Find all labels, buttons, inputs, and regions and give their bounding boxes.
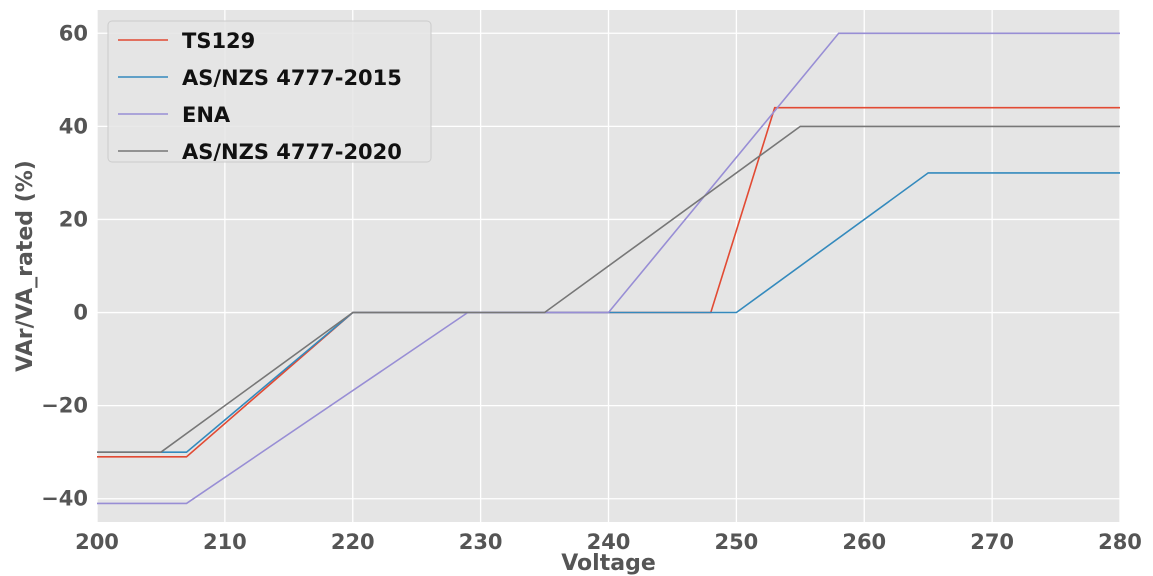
x-tick-label: 250 <box>714 530 758 554</box>
legend-box <box>107 20 432 163</box>
legend-label: TS129 <box>182 29 255 53</box>
x-tick-label: 220 <box>331 530 375 554</box>
series-lines <box>97 32 1120 505</box>
legend-label: AS/NZS 4777-2020 <box>182 140 402 164</box>
series-line-3 <box>97 125 1120 454</box>
x-tick-label: 210 <box>203 530 247 554</box>
legend-label: AS/NZS 4777-2015 <box>182 66 402 90</box>
y-tick-label: 40 <box>59 114 88 138</box>
x-tick-label: 230 <box>459 530 503 554</box>
x-tick-label: 240 <box>587 530 631 554</box>
y-tick-label: −40 <box>41 487 88 511</box>
y-tick-label: 20 <box>59 207 88 231</box>
y-tick-labels: −40 −20 0 20 40 60 <box>41 21 88 510</box>
y-tick-label: 60 <box>59 21 88 45</box>
x-tick-label: 270 <box>970 530 1014 554</box>
x-tick-label: 260 <box>842 530 886 554</box>
x-axis-title: Voltage <box>561 551 656 576</box>
x-tick-label: 200 <box>75 530 119 554</box>
legend: TS129 AS/NZS 4777-2015 ENA AS/NZS 4777-2020 <box>107 20 432 164</box>
x-tick-label: 280 <box>1098 530 1142 554</box>
legend-label: ENA <box>182 103 231 127</box>
y-axis-title: VAr/VA_rated (%) <box>13 160 38 372</box>
y-tick-label: 0 <box>73 301 88 325</box>
y-tick-label: −20 <box>41 394 88 418</box>
x-tick-labels: 200 210 220 230 240 250 260 270 280 <box>75 530 1142 554</box>
